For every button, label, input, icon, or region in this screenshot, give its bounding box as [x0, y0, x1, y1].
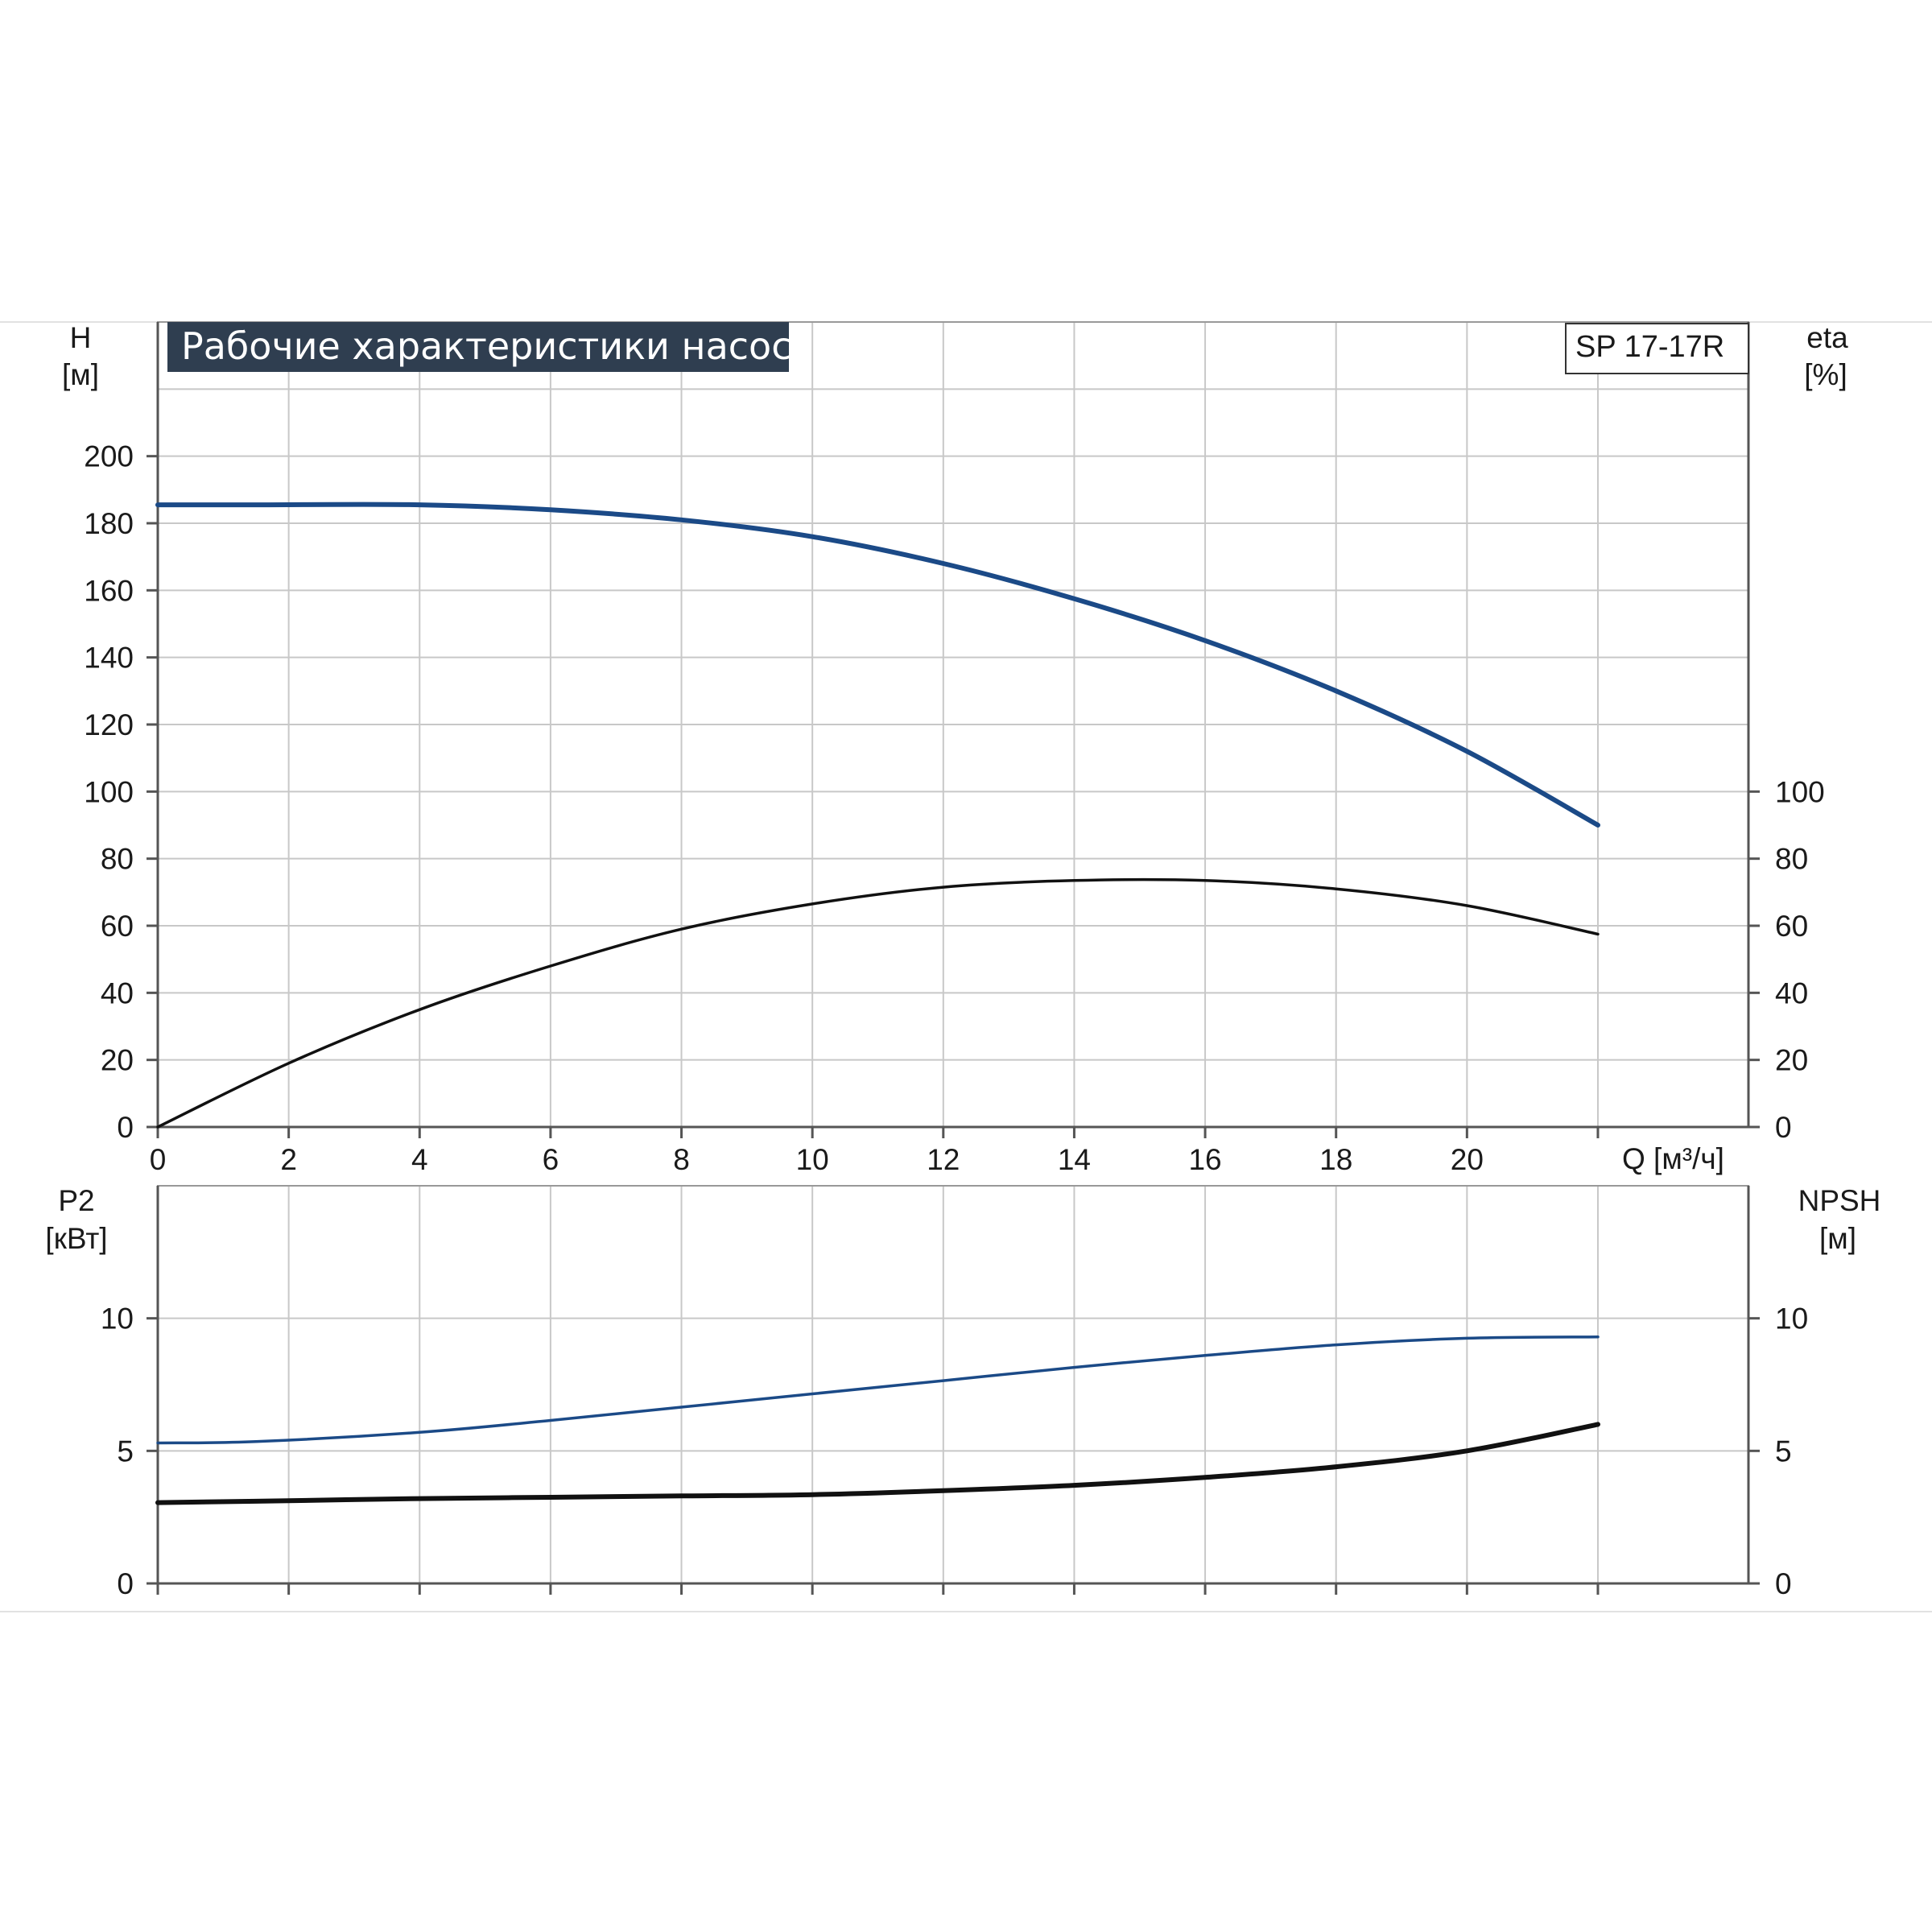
top-left-axis-label: H: [70, 321, 92, 354]
bottom-left-axis-label: P2: [58, 1184, 94, 1217]
model-badge: [1565, 323, 1749, 374]
top-x-tick-label: 16: [1188, 1143, 1221, 1176]
top-left-tick-label: 60: [101, 910, 134, 943]
top-x-tick-label: 6: [543, 1143, 559, 1176]
bottom-left-tick-label: 5: [117, 1435, 134, 1468]
bottom-right-axis-unit: [м]: [1819, 1222, 1856, 1255]
top-x-tick-label: 12: [927, 1143, 960, 1176]
bottom-right-tick-label: 10: [1775, 1302, 1808, 1335]
top-right-tick-label: 80: [1775, 843, 1808, 876]
title-badge: [167, 322, 789, 372]
power-npsh-chart: 0 5 10 0 5 10: [101, 1185, 1808, 1600]
top-x-tick-label: 8: [673, 1143, 690, 1176]
top-right-tick-label: 60: [1775, 910, 1808, 943]
bottom-right-axis-label: NPSH: [1798, 1184, 1881, 1217]
bottom-left-axis-unit: [кВт]: [45, 1222, 107, 1255]
top-left-tick-label: 40: [101, 976, 134, 1009]
top-right-tick-label: 20: [1775, 1044, 1808, 1077]
bottom-left-tick-label: 0: [117, 1567, 134, 1600]
top-right-tick-label: 40: [1775, 976, 1808, 1009]
bottom-left-tick-label: 10: [101, 1302, 134, 1335]
top-x-tick-label: 4: [411, 1143, 428, 1176]
bottom-plot-frame: [157, 1185, 1749, 1584]
top-left-tick-label: 140: [84, 642, 134, 675]
top-right-axis-unit: [%]: [1804, 358, 1847, 391]
x-axis-label: Q [м³/ч]: [1622, 1142, 1724, 1175]
top-x-tick-label: 0: [150, 1143, 167, 1176]
top-series-2-line: [156, 877, 1600, 1129]
bottom-right-tick-label: 0: [1775, 1567, 1792, 1600]
top-x-tick-label: 14: [1058, 1143, 1091, 1176]
bottom-series-1-line: [156, 1335, 1600, 1445]
top-left-tick-label: 100: [84, 775, 134, 808]
bottom-series-2-line: [155, 1422, 1600, 1505]
bottom-right-tick-label: 5: [1775, 1435, 1792, 1468]
top-series-1-line: [155, 502, 1600, 828]
top-left-tick-label: 120: [84, 708, 134, 741]
top-left-tick-label: 80: [101, 843, 134, 876]
top-left-tick-label: 180: [84, 507, 134, 540]
chart-title: Рабочие характеристики насоса: [181, 324, 815, 368]
top-left-tick-label: 160: [84, 574, 134, 607]
top-x-tick-label: 20: [1451, 1143, 1484, 1176]
top-x-tick-label: 18: [1319, 1143, 1352, 1176]
top-right-tick-label: 100: [1775, 775, 1825, 808]
model-label: SP 17-17R: [1575, 330, 1724, 364]
head-efficiency-chart: 0 20 40 60 80 100 120 140 160 180 200 0 20 40 60 80 100 0…: [84, 321, 1825, 1176]
top-left-tick-label: 20: [101, 1044, 134, 1077]
top-x-tick-label: 10: [796, 1143, 829, 1176]
top-right-tick-label: 0: [1775, 1111, 1792, 1144]
top-x-tick-label: 2: [280, 1143, 297, 1176]
top-right-axis-label: eta: [1806, 321, 1848, 354]
top-left-tick-label: 200: [84, 440, 134, 473]
top-left-axis-unit: [м]: [62, 358, 99, 391]
top-left-tick-label: 0: [117, 1111, 134, 1144]
